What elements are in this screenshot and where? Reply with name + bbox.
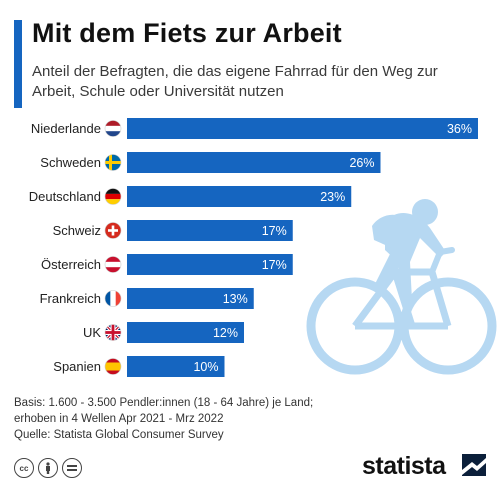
bar-7 [127, 356, 225, 377]
cyclist-illustration-icon [306, 199, 497, 375]
category-label-7: Spanien [53, 359, 101, 374]
sweden-flag-icon [104, 154, 122, 171]
license-icons: cc [14, 458, 82, 478]
category-label-5: Frankreich [40, 291, 101, 306]
nd-icon [62, 458, 82, 478]
bar-value-label-7: 10% [193, 360, 218, 374]
category-label-1: Schweden [40, 155, 101, 170]
category-label-0: Niederlande [31, 121, 101, 136]
bar-4 [127, 254, 293, 275]
statista-logo-text: statista [362, 452, 446, 480]
switzerland-flag-icon [104, 222, 122, 239]
bar-3 [127, 220, 293, 241]
by-icon [38, 458, 58, 478]
netherlands-flag-icon [104, 120, 122, 137]
bar-value-label-0: 36% [447, 122, 472, 136]
footer-waves-line: erhoben in 4 Wellen Apr 2021 - Mrz 2022 [14, 413, 224, 425]
bar-value-label-5: 13% [223, 292, 248, 306]
title-accent-bar [14, 20, 22, 108]
bar-6 [127, 322, 244, 343]
bar-value-label-4: 17% [262, 258, 287, 272]
austria-flag-icon [104, 256, 122, 273]
bar-value-label-6: 12% [213, 326, 238, 340]
germany-flag-icon [104, 188, 122, 205]
bar-value-label-2: 23% [320, 190, 345, 204]
spain-flag-icon [104, 358, 122, 375]
bar-value-label-1: 26% [349, 156, 374, 170]
uk-flag-icon [104, 324, 122, 341]
chart-title: Mit dem Fiets zur Arbeit [32, 18, 342, 48]
bar-value-label-3: 17% [262, 224, 287, 238]
bar-2 [127, 186, 352, 207]
chart-footer: Basis: 1.600 - 3.500 Pendler:innen (18 -… [14, 395, 394, 443]
bar-5 [127, 288, 254, 309]
bar-0 [127, 118, 478, 139]
category-label-3: Schweiz [53, 223, 101, 238]
category-label-6: UK [83, 325, 101, 340]
bar-1 [127, 152, 381, 173]
category-label-2: Deutschland [29, 189, 101, 204]
category-label-4: Österreich [41, 257, 101, 272]
cc-icon: cc [14, 458, 34, 478]
footer-basis-line: Basis: 1.600 - 3.500 Pendler:innen (18 -… [14, 397, 314, 409]
statista-logo-icon [462, 454, 486, 476]
chart-subtitle: Anteil der Befragten, die das eigene Fah… [32, 63, 438, 100]
footer-source-line: Quelle: Statista Global Consumer Survey [14, 429, 224, 441]
france-flag-icon [104, 290, 122, 307]
